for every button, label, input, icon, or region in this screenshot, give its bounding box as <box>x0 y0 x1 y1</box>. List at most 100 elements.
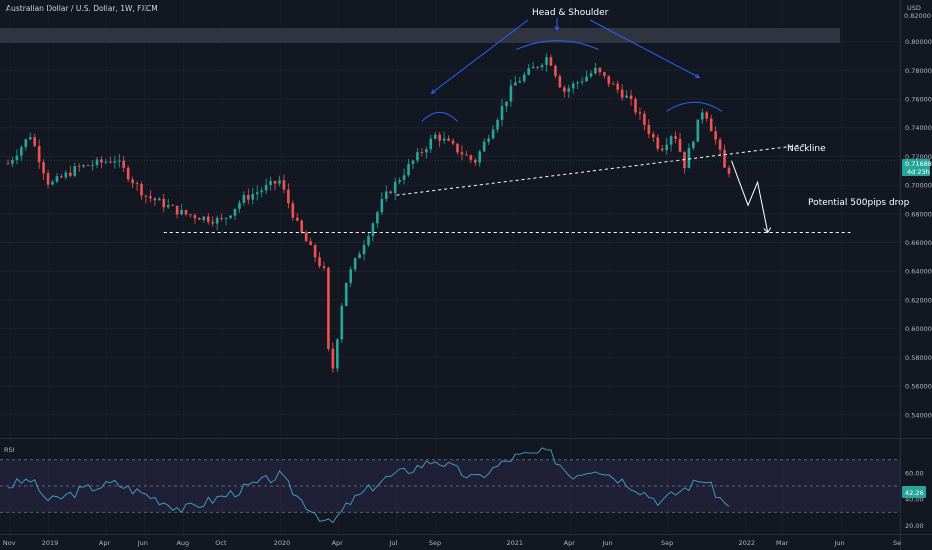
candle-68 <box>309 237 312 246</box>
candle-75 <box>340 303 344 344</box>
rsi-tick-0: 60.00 <box>905 469 924 477</box>
candle-79 <box>358 251 361 259</box>
price-tick-12: 0.56000 <box>905 383 932 391</box>
right-pointer-head <box>695 73 701 79</box>
candle-0 <box>6 159 10 165</box>
candle-1 <box>11 156 14 168</box>
price-tick-8: 0.64000 <box>905 268 932 276</box>
candle-39 <box>180 204 183 216</box>
neckline-label: Neckline <box>787 144 826 154</box>
candle-76 <box>344 282 348 307</box>
candle-23 <box>109 156 112 164</box>
candle-157 <box>705 110 709 122</box>
time-tick-2: Apr <box>99 539 111 547</box>
candle-134 <box>603 71 606 79</box>
candle-10 <box>51 179 54 186</box>
candle-101 <box>456 143 459 155</box>
candle-152 <box>683 151 686 174</box>
candle-32 <box>149 190 152 203</box>
candle-62 <box>282 174 286 194</box>
candle-12 <box>60 173 63 179</box>
candle-85 <box>384 185 388 202</box>
candle-55 <box>251 187 255 205</box>
drawings <box>0 18 900 234</box>
candle-15 <box>73 162 77 178</box>
candle-27 <box>126 165 130 182</box>
candle-122 <box>549 54 553 67</box>
candle-148 <box>665 137 668 155</box>
candle-158 <box>709 114 713 132</box>
last-price: 0.71688 <box>905 160 932 168</box>
candle-139 <box>625 90 628 99</box>
candle-133 <box>598 67 602 76</box>
candle-78 <box>353 257 357 273</box>
candle-105 <box>473 158 477 167</box>
currency-sub: 0.82000 <box>904 12 931 20</box>
candle-97 <box>438 131 441 148</box>
candle-89 <box>402 168 406 185</box>
candle-57 <box>260 186 263 198</box>
candle-65 <box>295 212 299 222</box>
time-ticks: Nov 2019 Apr Jun Aug Oct 2020 Apr Jul Sep 2021 Apr J… <box>3 539 901 547</box>
candle-82 <box>371 221 375 242</box>
rsi-value: 42.26 <box>905 489 924 497</box>
countdown: 4d 23h <box>907 168 930 176</box>
time-tick-4: Aug <box>176 539 189 547</box>
candle-18 <box>86 164 90 167</box>
candle-61 <box>278 175 281 187</box>
candle-50 <box>229 215 232 220</box>
candle-108 <box>487 135 490 145</box>
price-ticks: 0.80000 0.78000 0.76000 0.74000 0.72000 0.700… <box>905 38 932 419</box>
right-pointer <box>589 19 700 78</box>
candle-71 <box>322 261 326 271</box>
candle-47 <box>215 215 219 231</box>
candle-147 <box>660 145 664 152</box>
candle-29 <box>135 181 139 191</box>
candle-111 <box>500 99 504 127</box>
candle-41 <box>189 213 192 218</box>
currency-label: USD <box>907 4 921 12</box>
candle-70 <box>318 252 321 269</box>
time-tick-13: Sep <box>661 539 673 547</box>
candle-99 <box>447 135 450 142</box>
candle-56 <box>255 185 259 201</box>
candle-94 <box>425 146 428 159</box>
candle-149 <box>669 134 673 152</box>
rsi-line <box>7 447 730 524</box>
candle-63 <box>287 183 290 209</box>
candle-123 <box>554 64 557 79</box>
time-axis[interactable]: Nov 2019 Apr Jun Aug Oct 2020 Apr Jul Sep 2021 Apr J… <box>0 534 932 548</box>
price-axis[interactable]: USD 0.82000 0.80000 0.78000 0.76000 0.74000… <box>900 0 932 550</box>
candle-6 <box>33 133 37 148</box>
time-tick-15: Mar <box>776 539 789 547</box>
candle-128 <box>576 80 579 90</box>
candle-3 <box>20 145 23 162</box>
candle-98 <box>442 131 446 144</box>
time-tick-6: 2020 <box>274 539 291 547</box>
candle-60 <box>273 180 277 191</box>
candle-87 <box>393 177 397 201</box>
time-tick-16: Jun <box>834 539 845 547</box>
head-arc <box>515 40 599 51</box>
candle-80 <box>362 239 366 261</box>
candle-103 <box>465 150 468 156</box>
candle-159 <box>714 126 717 145</box>
candle-69 <box>313 243 317 263</box>
rsi-axis: 60.00 40.00 20.00 42.26 <box>902 469 926 530</box>
candle-132 <box>594 62 597 75</box>
candle-153 <box>687 143 691 169</box>
candle-14 <box>69 165 72 178</box>
price-tick-11: 0.58000 <box>905 354 932 362</box>
candle-90 <box>407 158 410 178</box>
candle-142 <box>638 107 642 120</box>
candle-114 <box>514 75 517 86</box>
candle-46 <box>211 216 215 227</box>
price-tick-6: 0.68000 <box>905 210 932 218</box>
candle-49 <box>224 217 228 226</box>
left-shoulder-arc <box>421 111 458 122</box>
time-tick-9: Sep <box>429 539 441 547</box>
candle-9 <box>46 170 50 189</box>
price-tick-0: 0.80000 <box>905 38 932 46</box>
candle-162 <box>727 165 731 178</box>
